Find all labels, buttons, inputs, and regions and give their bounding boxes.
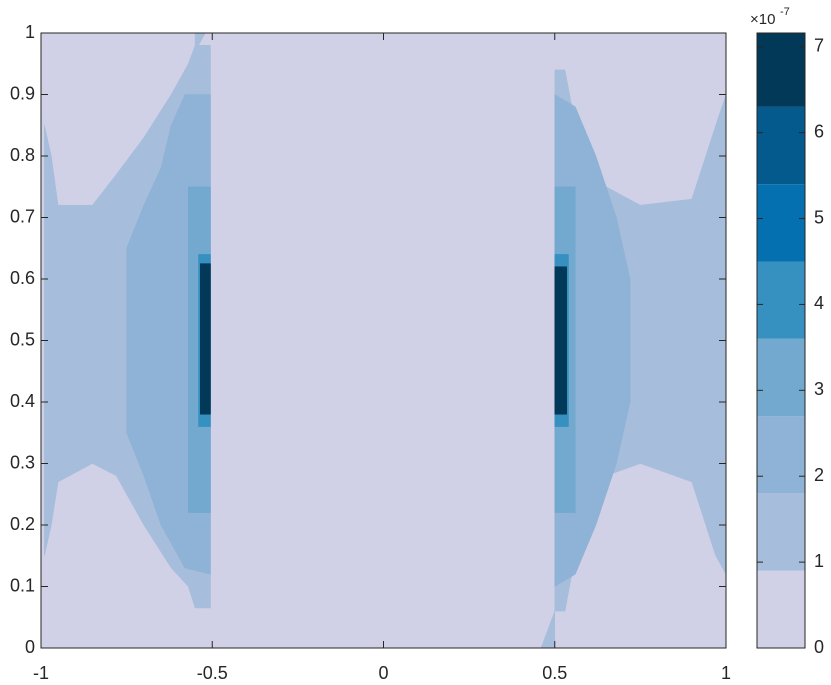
colorbar-exponent: -7 <box>780 6 790 18</box>
colorbar-base: ×10 <box>750 11 775 28</box>
y-tick-label: 0.6 <box>10 268 35 288</box>
colorbar-tick-label: 6 <box>814 121 824 141</box>
y-tick-label: 0.5 <box>10 329 35 349</box>
x-tick-label: -0.5 <box>197 663 228 683</box>
x-tick-label: -1 <box>33 663 49 683</box>
colorbar-band <box>757 493 805 571</box>
contour-region <box>554 266 567 415</box>
y-tick-label: 0.9 <box>10 83 35 103</box>
colorbar-tick-label: 4 <box>814 293 824 313</box>
colorbar-band <box>757 570 805 648</box>
colorbar-tick-label: 5 <box>814 207 824 227</box>
colorbar-tick-label: 7 <box>814 35 824 55</box>
y-tick-label: 0.3 <box>10 452 35 472</box>
colorbar-band <box>757 33 805 107</box>
colorbar-tick-label: 2 <box>814 465 824 485</box>
colorbar-band <box>757 106 805 185</box>
y-tick-label: 0 <box>25 637 35 657</box>
colorbar-band <box>757 261 805 339</box>
y-tick-label: 0.4 <box>10 391 35 411</box>
colorbar-tick-label: 3 <box>814 379 824 399</box>
contour-region <box>200 263 211 415</box>
colorbar-band <box>757 184 805 262</box>
y-tick-label: 0.7 <box>10 206 35 226</box>
colorbar-tick-label: 1 <box>814 551 824 571</box>
colorbar-frame <box>756 32 806 649</box>
x-tick-label: 0 <box>378 663 388 683</box>
y-tick-label: 0.8 <box>10 145 35 165</box>
x-tick-label: 0.5 <box>542 663 567 683</box>
y-tick-label: 0.1 <box>10 575 35 595</box>
colorbar-band <box>757 338 805 417</box>
y-tick-label: 1 <box>25 22 35 42</box>
colorbar-band <box>757 416 805 494</box>
colorbar-tick-label: 0 <box>814 637 824 657</box>
x-tick-label: 1 <box>721 663 731 683</box>
y-tick-label: 0.2 <box>10 514 35 534</box>
